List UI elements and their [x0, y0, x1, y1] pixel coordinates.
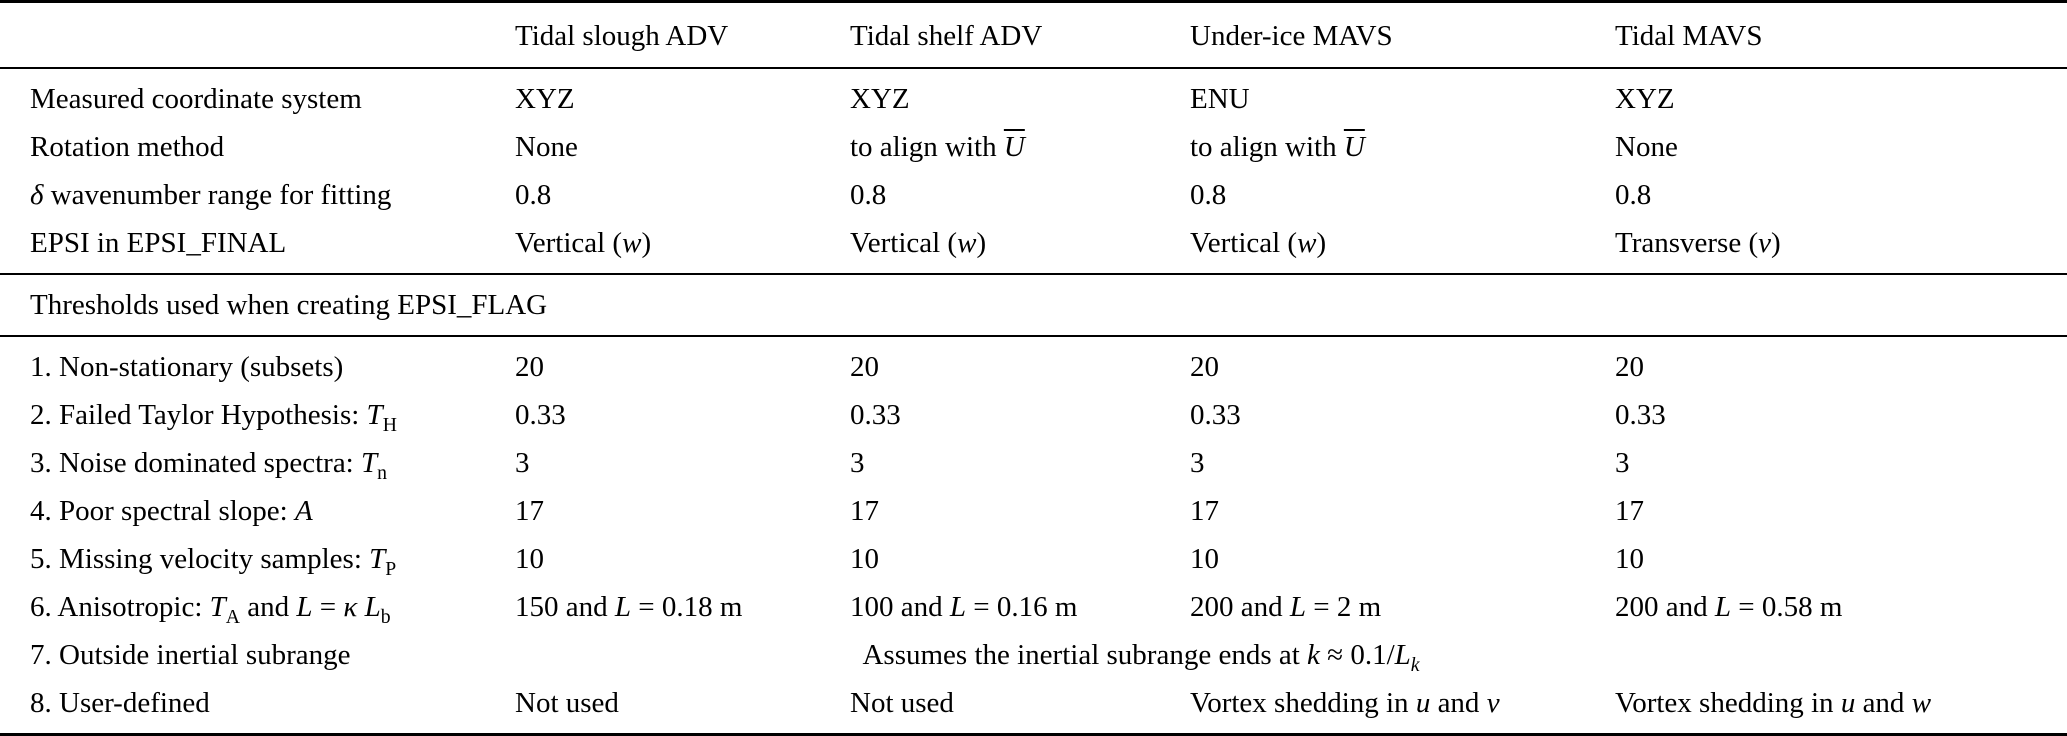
cell: Vertical (w) [1190, 219, 1615, 275]
cell: 17 [1190, 495, 1219, 527]
cell: 3 [515, 447, 530, 479]
row-label: 6. Anisotropic: TA and L = κ Lb [30, 591, 391, 628]
cell: 20 [515, 351, 544, 383]
cell: 10 [850, 543, 879, 575]
cell: 20 [1190, 351, 1219, 383]
row-label: 5. Missing velocity samples: TP [30, 543, 397, 580]
table-row: 5. Missing velocity samples: TP 10 10 10… [0, 535, 2067, 583]
cell: to align with U [850, 131, 1025, 163]
row-label: EPSI in EPSI_FINAL [0, 219, 515, 275]
cell: 0.8 [1190, 179, 1227, 211]
cell: Vertical (w) [515, 219, 850, 275]
cell: Not used [515, 687, 619, 719]
row-label: 3. Noise dominated spectra: Tn [30, 447, 387, 484]
section-header-label: Thresholds used when creating EPSI_FLAG [0, 274, 2067, 337]
section-header-row: Thresholds used when creating EPSI_FLAG [0, 274, 2067, 337]
cell: 0.8 [1615, 179, 1652, 211]
column-header-tidal-mavs: Tidal MAVS [1615, 1, 2067, 69]
cell: 20 [1615, 351, 1644, 383]
setup-section: Measured coordinate system XYZ XYZ ENU X… [0, 68, 2067, 275]
cell: 0.8 [850, 179, 887, 211]
table-row: EPSI in EPSI_FINAL Vertical (w) Vertical… [0, 219, 2067, 275]
cell: 17 [850, 495, 879, 527]
column-header-under-ice-mavs: Under-ice MAVS [1190, 1, 1615, 69]
cell: XYZ [850, 83, 910, 115]
row-label: Measured coordinate system [30, 83, 362, 115]
cell: 10 [515, 543, 544, 575]
cell: Not used [850, 687, 954, 719]
cell: None [1615, 131, 1678, 163]
column-header-tidal-slough-adv: Tidal slough ADV [515, 1, 850, 69]
table-row: 3. Noise dominated spectra: Tn 3 3 3 3 [0, 439, 2067, 487]
table-row: δ wavenumber range for fitting 0.8 0.8 0… [0, 171, 2067, 219]
cell: 0.33 [1615, 399, 1666, 431]
cell: 0.8 [515, 179, 552, 211]
table-row: 1. Non-stationary (subsets) 20 20 20 20 [0, 336, 2067, 391]
cell: 3 [1190, 447, 1205, 479]
cell: to align with U [1190, 131, 1365, 163]
cell: Vortex shedding in u and w [1615, 687, 1932, 719]
cell: Vortex shedding in u and v [1190, 687, 1500, 719]
cell: 200 and L = 2 m [1190, 591, 1382, 623]
cell: 17 [1615, 495, 1644, 527]
cell: 17 [515, 495, 544, 527]
table-row: 6. Anisotropic: TA and L = κ Lb 150 and … [0, 583, 2067, 631]
row-label: 7. Outside inertial subrange [30, 639, 351, 671]
cell: 10 [1615, 543, 1644, 575]
row-label: 1. Non-stationary (subsets) [30, 351, 344, 383]
table-row-inertial-subrange: 7. Outside inertial subrange Assumes the… [0, 631, 2067, 679]
header-row: Tidal slough ADV Tidal shelf ADV Under-i… [0, 1, 2067, 69]
cell-spanning: Assumes the inertial subrange ends at k … [862, 639, 1420, 676]
cell: Vertical (w) [850, 219, 1190, 275]
row-label: δ wavenumber range for fitting [30, 179, 392, 211]
cell: 100 and L = 0.16 m [850, 591, 1078, 623]
cell: 0.33 [850, 399, 901, 431]
column-header-tidal-shelf-adv: Tidal shelf ADV [850, 1, 1190, 69]
row-label: Rotation method [30, 131, 225, 163]
section-header-group: Thresholds used when creating EPSI_FLAG [0, 274, 2067, 337]
cell: 20 [850, 351, 879, 383]
cell: XYZ [515, 83, 575, 115]
table-row: Measured coordinate system XYZ XYZ ENU X… [0, 68, 2067, 123]
cell: 0.33 [515, 399, 566, 431]
cell: Transverse (v) [1615, 219, 2067, 275]
row-label: 4. Poor spectral slope: A [30, 495, 313, 527]
cell: None [515, 131, 578, 163]
cell: 10 [1190, 543, 1219, 575]
cell: 3 [1615, 447, 1630, 479]
cell: 150 and L = 0.18 m [515, 591, 743, 623]
cell: ENU [1190, 83, 1250, 115]
cell: 200 and L = 0.58 m [1615, 591, 1843, 623]
header-empty [0, 1, 515, 69]
thresholds-section: 1. Non-stationary (subsets) 20 20 20 20 … [0, 336, 2067, 735]
table-row: Rotation method None to align with U to … [0, 123, 2067, 171]
row-label: 2. Failed Taylor Hypothesis: TH [30, 399, 397, 436]
cell: XYZ [1615, 83, 1675, 115]
table-row-user-defined: 8. User-defined Not used Not used Vortex… [0, 679, 2067, 735]
cell: 0.33 [1190, 399, 1241, 431]
row-label: 8. User-defined [30, 687, 210, 719]
table-row: 2. Failed Taylor Hypothesis: TH 0.33 0.3… [0, 391, 2067, 439]
table-row: 4. Poor spectral slope: A 17 17 17 17 [0, 487, 2067, 535]
cell: 3 [850, 447, 865, 479]
